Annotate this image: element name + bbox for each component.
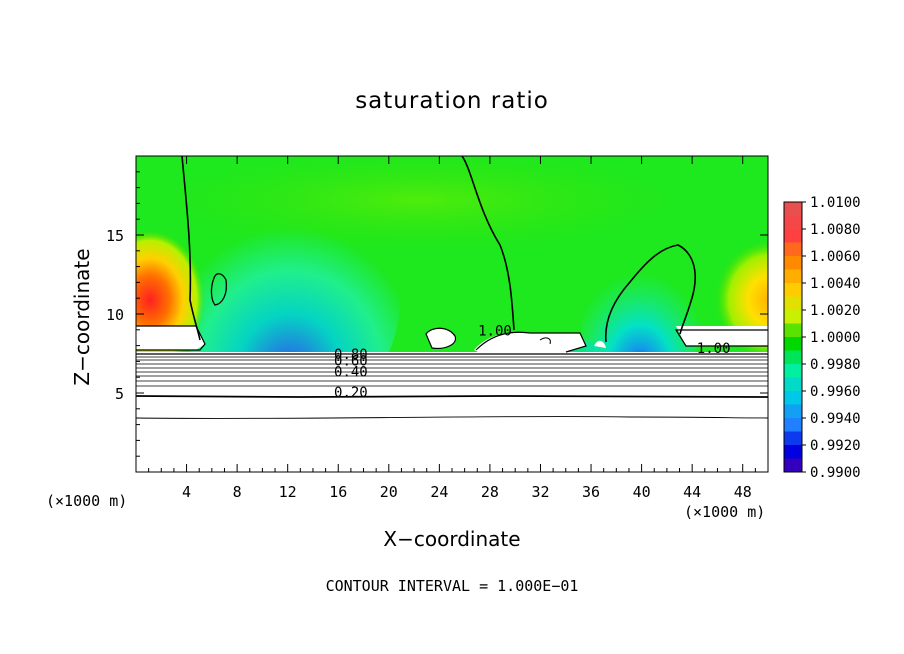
x-unit-right: (×1000 m) bbox=[684, 503, 766, 521]
colorbar-swatch-blend bbox=[784, 458, 802, 472]
x-tick-label: 20 bbox=[380, 483, 398, 501]
contour-label: 0.60 bbox=[334, 354, 368, 370]
y-tick-label: 5 bbox=[115, 385, 124, 403]
colorbar: 1.0100 1.0080 1.0060 1.0040 1.0020 1.0000 0.99… bbox=[783, 195, 861, 481]
colorbar-label: 1.0080 bbox=[810, 222, 861, 238]
colorbar-swatch-blend bbox=[784, 404, 802, 418]
x-unit-left: (×1000 m) bbox=[46, 492, 128, 510]
x-tick-label: 44 bbox=[683, 483, 701, 501]
colorbar-swatch-blend bbox=[784, 296, 802, 310]
y-tick-label: 15 bbox=[106, 227, 124, 245]
colorbar-swatch-blend bbox=[784, 323, 802, 337]
contour-label: 1.00 bbox=[478, 324, 512, 340]
colorbar-label: 0.9940 bbox=[810, 411, 861, 427]
colorbar-label: 0.9960 bbox=[810, 384, 861, 400]
contour-interval-note: CONTOUR INTERVAL = 1.000E−01 bbox=[325, 577, 579, 595]
colorbar-swatch-blend bbox=[784, 350, 802, 364]
x-tick-label: 36 bbox=[582, 483, 600, 501]
colorbar-label: 1.0040 bbox=[810, 276, 861, 292]
colorbar-label: 0.9920 bbox=[810, 438, 861, 454]
contour-label: 0.80 bbox=[334, 347, 368, 363]
colorbar-label: 1.0100 bbox=[810, 195, 861, 211]
contour-lines bbox=[136, 156, 768, 419]
colorbar-swatch-blend bbox=[784, 431, 802, 445]
colorbar-swatch-blend bbox=[784, 242, 802, 256]
chart-title: saturation ratio bbox=[355, 88, 549, 114]
y-axis-label: Z−coordinate bbox=[70, 248, 94, 386]
saturation-field bbox=[136, 156, 768, 472]
x-tick-label: 12 bbox=[279, 483, 297, 501]
colorbar-label: 0.9980 bbox=[810, 357, 861, 373]
colorbar-swatch-blend bbox=[784, 215, 802, 229]
colorbar-label: 1.0020 bbox=[810, 303, 861, 319]
x-tick-label: 16 bbox=[329, 483, 347, 501]
contour-label: 0.20 bbox=[334, 385, 368, 401]
x-tick-label: 4 bbox=[182, 483, 191, 501]
x-tick-label: 28 bbox=[481, 483, 499, 501]
colorbar-label: 1.0060 bbox=[810, 249, 861, 265]
contour-label: 0.40 bbox=[334, 365, 368, 381]
x-tick-label: 24 bbox=[430, 483, 448, 501]
contour-labels: 0.800.600.40 0.20 1.00 1.00 bbox=[334, 324, 731, 402]
x-tick-label: 32 bbox=[531, 483, 549, 501]
x-tick-label: 40 bbox=[633, 483, 651, 501]
colorbar-label: 1.0000 bbox=[810, 330, 861, 346]
x-tick-label: 8 bbox=[233, 483, 242, 501]
colorbar-label: 0.9900 bbox=[810, 465, 861, 481]
x-axis-label: X−coordinate bbox=[383, 527, 521, 551]
colorbar-swatch-blend bbox=[784, 377, 802, 391]
contour-label: 1.00 bbox=[697, 341, 731, 357]
colorbar-swatch-blend bbox=[784, 269, 802, 283]
x-tick-label: 48 bbox=[734, 483, 752, 501]
y-tick-label: 10 bbox=[106, 306, 124, 324]
